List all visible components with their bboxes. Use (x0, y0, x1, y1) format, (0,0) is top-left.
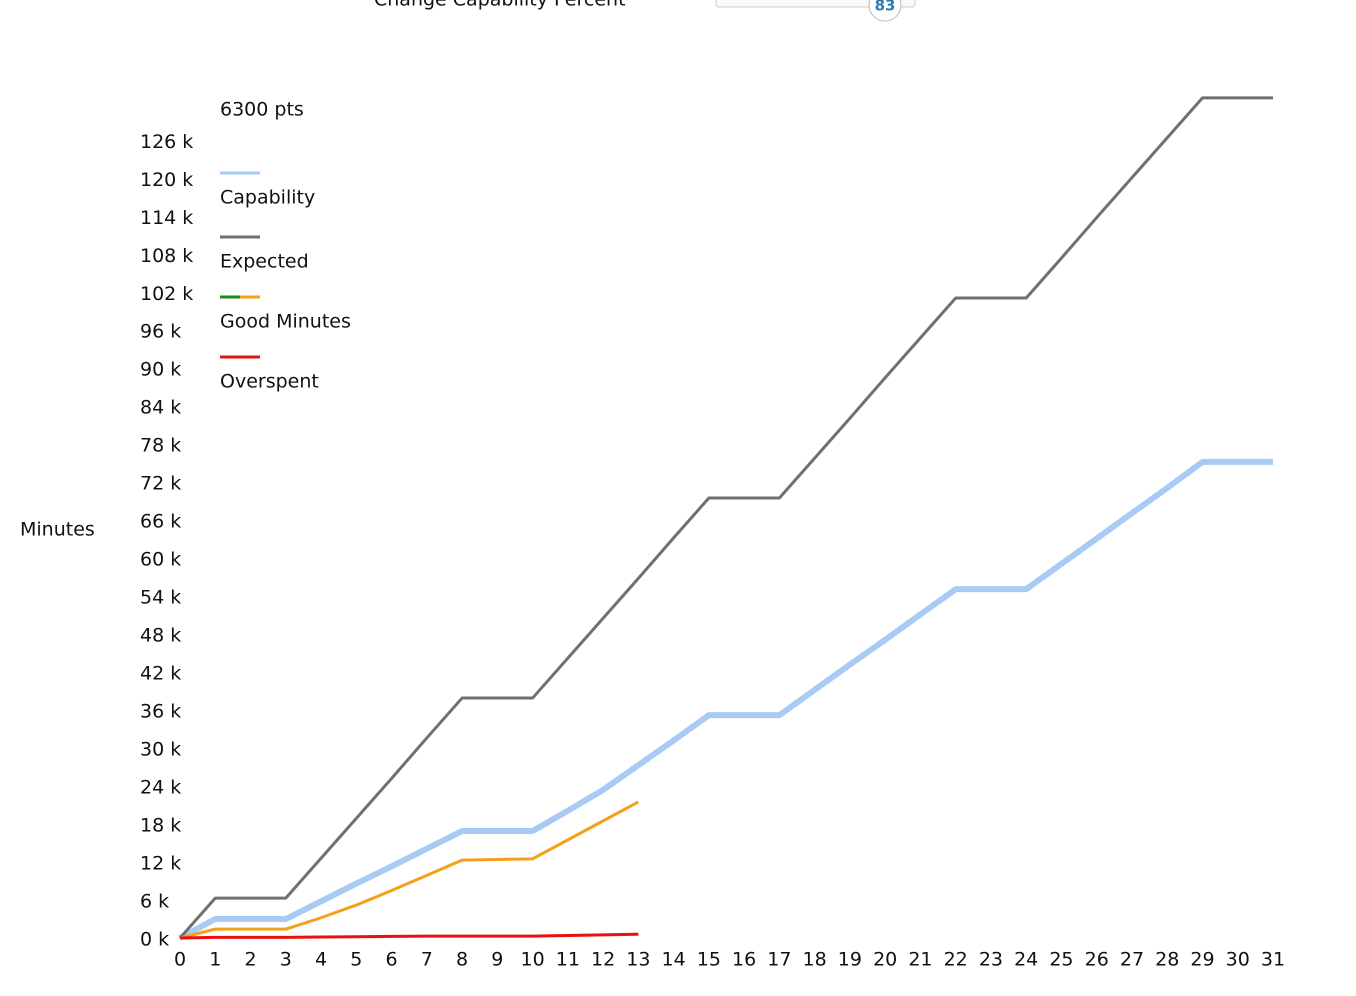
x-tick-label: 21 (908, 949, 932, 971)
y-tick-label: 78 k (140, 435, 181, 457)
legend-label: Capability (220, 187, 315, 209)
x-tick-label: 1 (209, 949, 221, 971)
legend-label: Good Minutes (220, 311, 351, 333)
legend-label: Expected (220, 251, 309, 273)
x-tick-label: 23 (979, 949, 1003, 971)
control-label: Change Capability Percent (374, 0, 626, 11)
series-line (179, 800, 640, 940)
y-tick-label: 84 k (140, 397, 181, 419)
y-tick-label: 108 k (140, 245, 193, 267)
y-axis-label: Minutes (20, 519, 95, 541)
y-tick-label: 18 k (140, 815, 181, 837)
series-line (178, 458, 1273, 941)
x-tick-label: 6 (386, 949, 398, 971)
y-tick-label: 6 k (140, 891, 169, 913)
y-tick-label: 42 k (140, 663, 181, 685)
x-tick-label: 2 (244, 949, 256, 971)
legend-title: 6300 pts (220, 99, 304, 121)
x-tick-label: 27 (1120, 949, 1144, 971)
x-tick-label: 15 (697, 949, 721, 971)
x-tick-label: 3 (280, 949, 292, 971)
x-tick-label: 22 (944, 949, 968, 971)
y-tick-label: 120 k (140, 169, 193, 191)
y-tick-label: 0 k (140, 929, 169, 951)
legend-label: Overspent (220, 371, 319, 393)
y-tick-label: 90 k (140, 359, 181, 381)
x-tick-label: 5 (350, 949, 362, 971)
slider-thumb[interactable] (868, 0, 902, 22)
x-tick-label: 24 (1014, 949, 1038, 971)
y-tick-label: 72 k (140, 473, 181, 495)
x-tick-label: 4 (315, 949, 327, 971)
y-tick-label: 12 k (140, 853, 181, 875)
x-tick-label: 14 (662, 949, 686, 971)
x-tick-label: 9 (491, 949, 503, 971)
series-line (178, 96, 1273, 939)
y-tick-label: 30 k (140, 739, 181, 761)
slider-track[interactable] (715, 0, 916, 8)
x-tick-label: 20 (873, 949, 897, 971)
y-tick-label: 114 k (140, 207, 193, 229)
x-tick-label: 31 (1261, 949, 1285, 971)
series-line (179, 932, 639, 940)
x-tick-label: 16 (732, 949, 756, 971)
x-tick-label: 29 (1190, 949, 1214, 971)
x-tick-label: 10 (520, 949, 544, 971)
x-tick-label: 0 (174, 949, 186, 971)
y-tick-label: 60 k (140, 549, 181, 571)
x-tick-label: 11 (556, 949, 580, 971)
x-tick-label: 19 (838, 949, 862, 971)
x-tick-label: 25 (1049, 949, 1073, 971)
x-tick-label: 17 (767, 949, 791, 971)
slider-value: 83 (875, 0, 896, 15)
x-tick-label: 18 (803, 949, 827, 971)
y-tick-label: 48 k (140, 625, 181, 647)
x-tick-label: 7 (421, 949, 433, 971)
y-tick-label: 36 k (140, 701, 181, 723)
x-tick-label: 26 (1085, 949, 1109, 971)
y-tick-label: 126 k (140, 131, 193, 153)
x-tick-label: 8 (456, 949, 468, 971)
y-tick-label: 54 k (140, 587, 181, 609)
y-tick-label: 24 k (140, 777, 181, 799)
y-tick-label: 102 k (140, 283, 193, 305)
x-tick-label: 28 (1155, 949, 1179, 971)
y-tick-label: 96 k (140, 321, 181, 343)
x-tick-label: 30 (1226, 949, 1250, 971)
y-tick-label: 66 k (140, 511, 181, 533)
x-tick-label: 13 (626, 949, 650, 971)
x-tick-label: 12 (591, 949, 615, 971)
